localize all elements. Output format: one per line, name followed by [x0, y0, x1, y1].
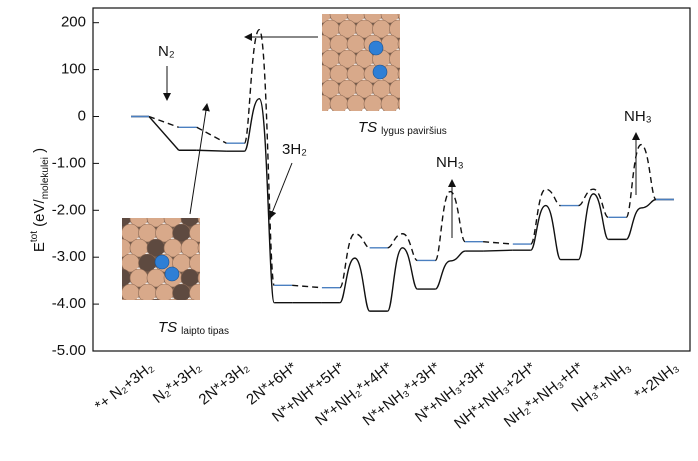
atom-hydrogen [413, 109, 418, 114]
barrier-curve [435, 251, 465, 289]
atom [181, 299, 199, 317]
ts-label: TS [358, 119, 377, 136]
atom [130, 299, 148, 317]
y-tick-label: -2.00 [52, 201, 86, 218]
atom-hydrogen [222, 268, 227, 273]
x-tick-label: N₂*+3H₂ [150, 359, 205, 407]
atom-hydrogen [405, 34, 410, 39]
arrow [270, 163, 292, 218]
atom-hydrogen [422, 34, 427, 39]
step-ts-image [113, 209, 227, 318]
atom-hydrogen [405, 64, 410, 69]
y-axis-label: Etot (eV/molekulei ) [29, 148, 51, 252]
chart: Etot (eV/molekulei ) N₂ 3H₂ NH₃ NH₃ TS ly… [0, 0, 698, 461]
x-tick-label: *+2NH₃ [631, 359, 681, 404]
atom [407, 80, 425, 98]
atom-hydrogen [213, 283, 218, 288]
atom-hydrogen [422, 64, 427, 69]
atom [398, 65, 416, 83]
atom-hydrogen [222, 238, 227, 243]
atom [198, 239, 216, 257]
atom-hydrogen [413, 19, 418, 24]
connector [197, 150, 227, 151]
y-label-sub: molekulei [40, 157, 51, 199]
connector [483, 242, 513, 244]
barrier-curve [244, 99, 274, 303]
y-tick-label: 200 [61, 14, 86, 31]
atom-nitrogen [369, 41, 383, 55]
atom-hydrogen [396, 109, 401, 114]
atom-nitrogen [155, 255, 169, 269]
y-label-unit: (eV/ [31, 198, 48, 226]
annotation: NH₃ [436, 154, 464, 171]
atom [198, 299, 216, 317]
barrier-curve [340, 258, 370, 311]
atom-hydrogen [205, 298, 210, 303]
ts-step-label: TS laipto tipas [158, 319, 229, 337]
ts-sub: laipto tipas [181, 326, 229, 337]
ts-sub: lygus paviršius [381, 126, 447, 137]
atom [113, 299, 131, 317]
terrace-ts-image [313, 5, 427, 114]
atom-hydrogen [405, 94, 410, 99]
atom-hydrogen [145, 313, 150, 318]
atom [147, 299, 165, 317]
atom-hydrogen [213, 253, 218, 258]
arrow [190, 104, 207, 214]
atom [198, 209, 216, 227]
atom-nitrogen [165, 267, 179, 281]
barrier-curve [579, 194, 609, 260]
x-tick-label: *+ N₂+3H₂ [92, 359, 157, 415]
atom-hydrogen [128, 313, 133, 318]
barrier-curve [626, 145, 656, 218]
y-tick-label: -3.00 [52, 248, 86, 265]
annotation: N₂ [158, 43, 175, 60]
connector [483, 250, 513, 251]
ts-terrace-label: TS lygus paviršius [358, 119, 447, 137]
x-tick-label: 2N*+3H₂ [196, 359, 253, 409]
atom-hydrogen [213, 223, 218, 228]
atom-hydrogen [222, 298, 227, 303]
atom-hydrogen [196, 313, 201, 318]
atom-hydrogen [205, 238, 210, 243]
y-label-main: E [31, 242, 48, 252]
atom-hydrogen [413, 79, 418, 84]
atom [207, 254, 225, 272]
y-tick-label: 100 [61, 61, 86, 78]
atom-hydrogen [179, 313, 184, 318]
barrier-curve [388, 234, 418, 261]
atom [398, 35, 416, 53]
annotation: NH₃ [624, 108, 652, 125]
atom [407, 50, 425, 68]
annotation: 3H₂ [282, 141, 307, 158]
y-tick-label: 0 [78, 107, 86, 124]
y-label-sup: tot [29, 231, 40, 242]
barrier-curve [435, 192, 465, 261]
barrier-curve [388, 248, 418, 311]
atom [207, 284, 225, 302]
barrier-curve [626, 200, 656, 240]
ts-label: TS [158, 319, 177, 336]
y-tick-label: -5.00 [52, 342, 86, 359]
atom-hydrogen [162, 313, 167, 318]
atom [198, 269, 216, 287]
atom [398, 95, 416, 113]
y-tick-label: -4.00 [52, 295, 86, 312]
atom-hydrogen [422, 94, 427, 99]
y-label-end: ) [31, 148, 48, 153]
atom-hydrogen [413, 49, 418, 54]
barrier-curve [340, 234, 370, 288]
y-tick-label: -1.00 [52, 154, 86, 171]
connector [292, 285, 322, 287]
atom-nitrogen [373, 65, 387, 79]
atom [164, 299, 182, 317]
atom-hydrogen [205, 268, 210, 273]
atom [407, 20, 425, 38]
atom [207, 224, 225, 242]
atom-hydrogen [213, 313, 218, 318]
x-tick-label: NH*+NH₃+2H* [451, 359, 539, 433]
